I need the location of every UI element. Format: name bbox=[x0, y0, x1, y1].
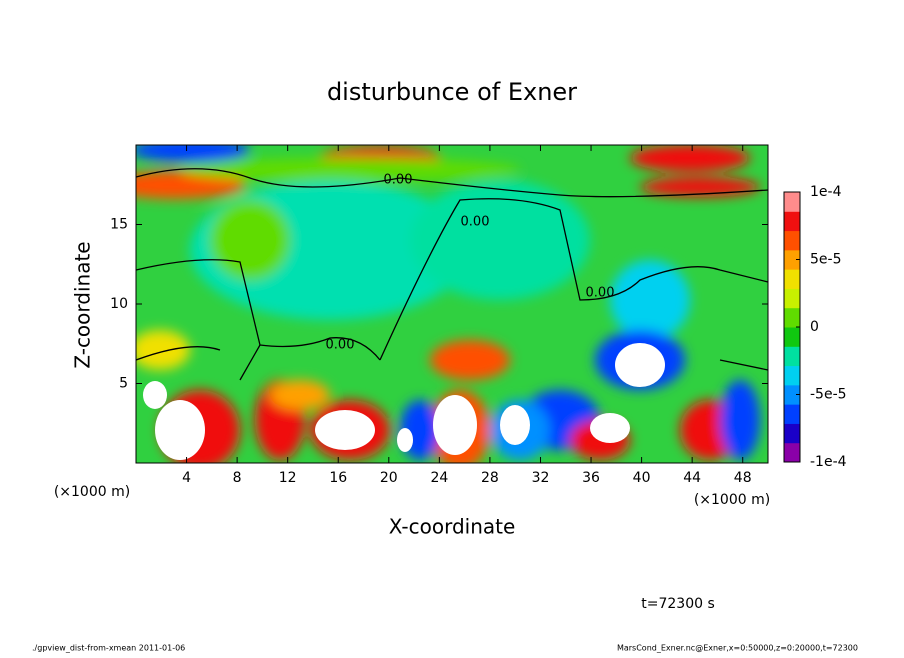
y-tick-label: 15 bbox=[110, 217, 128, 233]
contour-line bbox=[239, 198, 768, 381]
field-hole bbox=[155, 400, 205, 460]
colorbar-segment bbox=[784, 192, 800, 212]
field-blob bbox=[136, 145, 250, 162]
x-tick-label: 20 bbox=[380, 470, 398, 486]
contour-line bbox=[136, 259, 381, 361]
field-hole bbox=[397, 428, 413, 452]
field-blob bbox=[630, 145, 750, 172]
time-label: t=72300 s bbox=[641, 596, 715, 612]
field-blob bbox=[720, 380, 760, 460]
x-tick-label: 8 bbox=[233, 470, 242, 486]
chart-title: disturbunce of Exner bbox=[327, 78, 577, 106]
contour-label: 0.00 bbox=[586, 286, 615, 301]
colorbar-segment bbox=[784, 288, 800, 309]
colorbar-tick-label: 5e-5 bbox=[810, 252, 841, 268]
colorbar-tick-label: -5e-5 bbox=[810, 387, 847, 403]
colorbar-segment bbox=[784, 423, 800, 444]
field-blob bbox=[430, 340, 510, 380]
colorbar-tick-label: 0 bbox=[810, 319, 819, 335]
x-tick-label: 24 bbox=[430, 470, 448, 486]
field-hole bbox=[590, 413, 630, 443]
x-unit-label: (×1000 m) bbox=[54, 484, 130, 500]
y-tick-label: 5 bbox=[119, 376, 128, 392]
x-tick-label: 32 bbox=[532, 470, 550, 486]
field-blob bbox=[180, 158, 520, 182]
field-blob bbox=[136, 171, 245, 199]
colorbar-segment bbox=[784, 384, 800, 405]
x-tick-label: 28 bbox=[481, 470, 499, 486]
contour-label: 0.00 bbox=[326, 338, 355, 353]
field-blob bbox=[270, 380, 330, 410]
x-tick-label: 40 bbox=[633, 470, 651, 486]
field-blob bbox=[210, 200, 290, 280]
field bbox=[136, 145, 768, 463]
x-unit-label: (×1000 m) bbox=[694, 492, 770, 508]
field-blob bbox=[136, 330, 190, 370]
field-hole bbox=[615, 343, 665, 387]
colorbar-tick-label: 1e-4 bbox=[810, 184, 842, 200]
field-hole bbox=[500, 405, 530, 445]
y-axis-label: Z-coordinate bbox=[71, 241, 95, 368]
footer-right: MarsCond_Exner.nc@Exner,x=0:50000,z=0:20… bbox=[617, 644, 858, 653]
field-hole bbox=[143, 381, 167, 409]
colorbar-segment bbox=[784, 307, 800, 328]
x-tick-label: 44 bbox=[683, 470, 701, 486]
colorbar-segment bbox=[784, 442, 800, 463]
colorbar-segment bbox=[784, 404, 800, 424]
x-tick-label: 16 bbox=[329, 470, 347, 486]
x-axis-label: X-coordinate bbox=[389, 515, 516, 539]
colorbar-segment bbox=[784, 346, 800, 367]
field-blob bbox=[410, 180, 590, 300]
x-tick-label: 36 bbox=[582, 470, 600, 486]
contour-line bbox=[136, 168, 768, 198]
x-tick-label: 4 bbox=[182, 470, 191, 486]
colorbar-tick-label: -1e-4 bbox=[810, 454, 847, 470]
field-blob bbox=[610, 260, 690, 340]
contour-label: 0.00 bbox=[384, 173, 413, 188]
contour-line bbox=[136, 346, 768, 371]
colorbar-segment bbox=[784, 365, 800, 386]
colorbar-segment bbox=[784, 211, 800, 232]
colorbar-segment bbox=[784, 249, 800, 270]
y-tick-label: 10 bbox=[110, 296, 128, 312]
x-tick-label: 12 bbox=[279, 470, 297, 486]
colorbar-segment bbox=[784, 269, 800, 289]
colorbar-segment bbox=[784, 230, 800, 251]
contour-label: 0.00 bbox=[461, 215, 490, 230]
colorbar-segment bbox=[784, 327, 800, 347]
footer-left: ./gpview_dist-from-xmean 2011-01-06 bbox=[32, 644, 185, 653]
x-tick-label: 48 bbox=[734, 470, 752, 486]
field-hole bbox=[315, 410, 375, 450]
field-hole bbox=[433, 395, 477, 455]
